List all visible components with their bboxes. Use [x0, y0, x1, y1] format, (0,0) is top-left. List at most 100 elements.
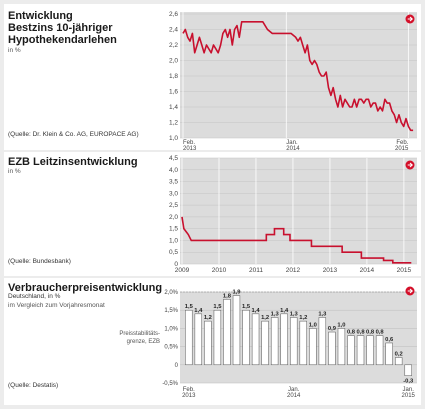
y-tick-label: 1,0%	[164, 326, 178, 332]
y-tick-label: 0,5%	[164, 345, 178, 351]
cpi-bar-label: 0,2	[395, 352, 403, 358]
cpi-marker-arrow-icon	[407, 288, 414, 294]
cpi-bar	[223, 299, 231, 366]
y-tick-label: 2,0	[169, 58, 178, 65]
y-tick-label: 1,0	[169, 135, 178, 142]
plot-area	[180, 12, 417, 138]
cpi-bar	[242, 309, 250, 366]
cpi-bar	[366, 335, 374, 366]
cpi-chart-title: Verbraucherpreisentwicklung	[8, 282, 163, 294]
x-tick-label: 2015	[395, 146, 409, 150]
y-tick-label: 1,5%	[164, 308, 178, 314]
x-tick-label: 2015	[402, 393, 416, 399]
title-line-3: Hypothekendarlehen	[8, 34, 117, 46]
mortgage-marker-arrow-icon	[407, 16, 414, 22]
ecb-chart-title: EZB Leitzinsentwicklung	[8, 156, 138, 168]
mortgage-rate-chart: 2,62,42,22,01,81,61,41,21,0Feb.2013Jan.2…	[169, 11, 417, 150]
x-tick-label: Feb.	[183, 140, 195, 146]
y-tick-label: 4,5	[169, 155, 178, 162]
y-tick-label: 0	[175, 363, 179, 369]
cpi-bar	[251, 313, 260, 366]
cpi-bar	[356, 335, 365, 366]
annotation-line-2: grenze, EZB	[126, 339, 160, 345]
price-stability-annotation: Preisstabilitäts- grenze, EZB	[116, 330, 160, 346]
cpi-subtitle: Deutschland, in %	[8, 293, 61, 300]
cpi-bar-label: 1,5	[185, 304, 194, 310]
y-tick-label: 2,6	[169, 11, 178, 18]
plot-area	[180, 158, 417, 264]
cpi-bar	[318, 317, 327, 366]
y-tick-label: 1,5	[169, 226, 178, 233]
cpi-bar-label: 0,8	[376, 330, 385, 336]
title-line-2: Bestzins 10-jähriger	[8, 22, 113, 34]
cpi-bar	[309, 328, 317, 366]
cpi-bar	[385, 342, 393, 366]
y-tick-label: 0,5	[169, 249, 178, 256]
cpi-bar	[194, 313, 202, 366]
cpi-bar-label: 1,4	[280, 308, 289, 314]
y-tick-label: 1,2	[169, 120, 178, 127]
cpi-bar-label: 0,8	[366, 330, 375, 336]
cpi-bar	[290, 317, 298, 366]
cpi-bar-label: 1,8	[223, 293, 232, 299]
cpi-bar	[299, 320, 307, 366]
ecb-source: (Quelle: Bundesbank)	[8, 258, 71, 265]
cpi-bar-label: 1,3	[318, 311, 327, 317]
cpi-bar-label: 0,8	[347, 330, 356, 336]
x-tick-label: 2012	[286, 267, 301, 274]
cpi-bar-label: 1,0	[309, 322, 317, 328]
cpi-bar-label: 1,5	[242, 304, 251, 310]
y-tick-label: 1,8	[169, 73, 178, 80]
cpi-bar	[270, 317, 279, 366]
cpi-bar	[204, 320, 212, 366]
x-tick-label: 2011	[249, 267, 263, 274]
cpi-bar	[232, 295, 241, 366]
cpi-bar-label: 1,4	[252, 308, 261, 314]
cpi-bar	[337, 328, 346, 366]
mortgage-source: (Quelle: Dr. Klein & Co. AG, EUROPACE AG…	[8, 131, 139, 138]
cpi-bar	[185, 309, 193, 366]
x-tick-label: 2013	[182, 393, 196, 399]
x-tick-label: 2014	[287, 393, 301, 399]
cpi-source: (Quelle: Destatis)	[8, 382, 59, 389]
cpi-bar-label: -0,3	[403, 379, 414, 385]
x-tick-label: 2013	[183, 146, 197, 150]
x-tick-label: 2014	[286, 146, 300, 150]
cpi-bar-label: 1,0	[337, 322, 345, 328]
x-tick-label: 2013	[323, 267, 338, 274]
ecb-marker-arrow-icon	[407, 162, 414, 168]
cpi-bar	[280, 313, 288, 366]
cpi-bar-label: 1,2	[204, 315, 212, 321]
y-tick-label: 2,0	[169, 214, 178, 221]
mortgage-unit: in %	[8, 47, 21, 54]
cpi-bar	[404, 364, 412, 376]
y-tick-label: 2,5	[169, 202, 178, 209]
ecb-rate-line	[181, 216, 412, 264]
x-tick-label: Jan.	[403, 387, 415, 393]
x-tick-label: Jan.	[286, 140, 298, 146]
y-tick-label: -0,5%	[162, 381, 178, 387]
cpi-bar-label: 0,8	[356, 330, 365, 336]
x-tick-label: 2010	[212, 267, 227, 274]
cpi-bar-label: 0,6	[385, 337, 394, 343]
cpi-bar-label: 1,3	[290, 311, 299, 317]
cpi-bar-label: 1,5	[213, 304, 222, 310]
cpi-bar	[213, 309, 222, 366]
cpi-panel: Verbraucherpreisentwicklung Deutschland,…	[4, 278, 421, 405]
cpi-bar	[328, 331, 336, 366]
x-tick-label: 2015	[397, 267, 412, 274]
mortgage-rate-panel: Entwicklung Bestzins 10-jähriger Hypothe…	[4, 4, 421, 150]
cpi-bar	[375, 335, 384, 366]
cpi-bar-label: 1,9	[232, 290, 241, 296]
x-tick-label: Feb.	[396, 140, 408, 146]
cpi-bar-label: 1,2	[261, 315, 269, 321]
y-tick-label: 2,2	[169, 42, 178, 49]
x-tick-label: 2009	[175, 267, 190, 274]
mortgage-rate-line	[182, 21, 414, 132]
mortgage-chart-title: Entwicklung Bestzins 10-jähriger Hypothe…	[8, 10, 117, 46]
ecb-unit: in %	[8, 168, 21, 175]
cpi-bar-chart: 2,0%1,5%1,0%0,5%0-0,5%1,51,41,21,51,81,9…	[162, 286, 417, 399]
x-tick-label: Feb.	[183, 387, 195, 393]
cpi-bar	[261, 320, 269, 366]
